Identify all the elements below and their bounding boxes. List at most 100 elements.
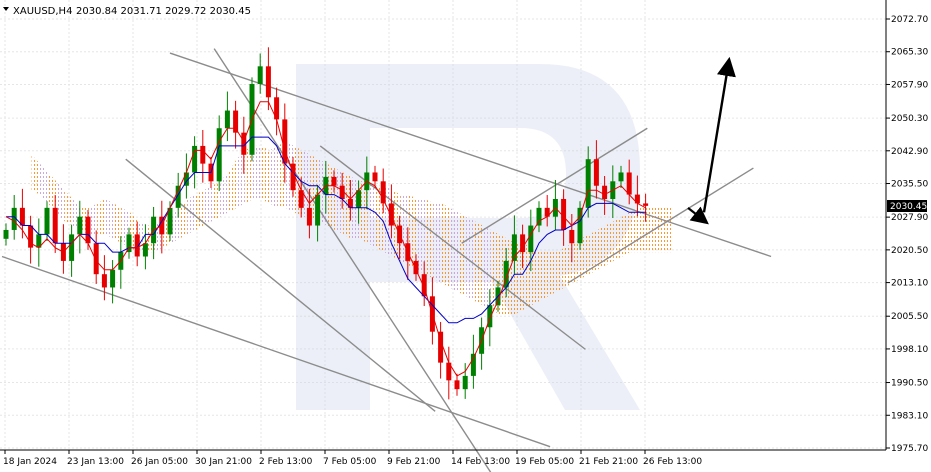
- x-tick-label: 14 Feb 13:00: [451, 457, 510, 467]
- candle-body: [626, 172, 632, 195]
- y-tick-label: 1990.50: [891, 379, 928, 389]
- kumo-segment: [408, 194, 417, 270]
- candle-body: [528, 225, 534, 253]
- kumo-segment: [318, 159, 327, 226]
- y-tick-label: 2050.30: [891, 114, 928, 124]
- candle-body: [290, 163, 296, 191]
- candle-body: [134, 234, 140, 257]
- y-tick-label: 2065.30: [891, 48, 928, 58]
- candle-body: [388, 203, 394, 226]
- candle-body: [339, 185, 345, 200]
- candle-body: [520, 234, 526, 253]
- kumo-segment: [564, 243, 573, 288]
- candle-body: [77, 216, 83, 235]
- candle-body: [536, 207, 542, 226]
- kumo-segment: [556, 247, 565, 292]
- kumo-segment: [482, 225, 491, 310]
- candle-body: [183, 172, 189, 186]
- y-tick-label: 2027.90: [891, 213, 928, 223]
- kumo-segment: [392, 190, 401, 261]
- candle-body: [52, 207, 58, 244]
- candle-body: [643, 203, 649, 206]
- candle-body: [511, 234, 517, 261]
- x-tick-label: 2 Feb 13:00: [259, 457, 313, 467]
- kumo-segment: [261, 145, 270, 204]
- time-axis: 18 Jan 2024 23 Jan 13:00 26 Jan 05:00 30 Ja…: [3, 450, 702, 467]
- trendline: [1, 255, 551, 448]
- candle-body: [200, 145, 206, 164]
- candle-body: [470, 353, 476, 376]
- symbol-label: XAUUSD,H4: [13, 6, 72, 17]
- candle-body: [593, 159, 599, 186]
- kumo-segment: [97, 199, 106, 235]
- candle-body: [142, 243, 148, 257]
- candle-body: [413, 260, 419, 275]
- x-tick-label: 7 Feb 05:00: [323, 457, 377, 467]
- price-tag: 2030.45: [887, 200, 927, 212]
- kumo-segment: [531, 247, 540, 306]
- dropdown-arrow-icon[interactable]: [3, 7, 9, 11]
- kumo-segment: [253, 145, 262, 200]
- kumo-segment: [228, 159, 237, 213]
- x-tick-label: 30 Jan 21:00: [195, 457, 252, 467]
- candle-body: [167, 207, 173, 235]
- candle-body: [233, 110, 239, 133]
- kumo-segment: [474, 221, 483, 306]
- kumo-segment: [56, 181, 65, 222]
- kumo-segment: [236, 150, 245, 208]
- x-tick-label: 9 Feb 21:00: [387, 457, 441, 467]
- y-tick-label: 2005.50: [891, 312, 928, 322]
- y-tick-label: 2042.90: [891, 147, 928, 157]
- candle-body: [241, 132, 247, 155]
- kumo-segment: [425, 199, 434, 279]
- indicator-lines: [5, 101, 646, 377]
- candle-body: [380, 181, 386, 204]
- x-tick-label: 21 Feb 21:00: [579, 457, 638, 467]
- candle-body: [36, 234, 42, 248]
- candle-body: [347, 199, 353, 208]
- kumo-segment: [638, 207, 647, 253]
- chart-header: XAUUSD,H4 2030.84 2031.71 2029.72 2030.4…: [3, 6, 251, 17]
- trendline: [567, 167, 754, 284]
- kumo-segment: [613, 216, 622, 261]
- candle-body: [454, 380, 460, 390]
- kumo-segment: [605, 221, 614, 266]
- kumo-segment: [417, 199, 426, 275]
- candle-body: [69, 234, 75, 261]
- y-tick-label: 2035.50: [891, 180, 928, 190]
- y-tick-label: 1975.70: [891, 444, 928, 454]
- kumo-segment: [572, 238, 581, 284]
- y-tick-label: 2013.10: [891, 279, 928, 289]
- candle-body: [175, 185, 181, 208]
- trendline: [213, 48, 492, 472]
- kumo-segment: [195, 190, 204, 230]
- x-tick-label: 18 Jan 2024: [3, 457, 57, 467]
- kumo-segment: [499, 234, 508, 314]
- candle-body: [331, 176, 337, 186]
- kumo-segment: [179, 199, 188, 239]
- candle-body: [438, 331, 444, 363]
- kumo-segment: [515, 243, 524, 314]
- candle-body: [265, 66, 271, 98]
- kumo-segment: [335, 168, 344, 235]
- y-tick-label: 2020.50: [891, 246, 928, 256]
- kumo-segment: [589, 229, 598, 275]
- candle-body: [28, 225, 34, 248]
- candle-body: [93, 243, 99, 275]
- candle-body: [446, 362, 452, 381]
- kumo-segment: [540, 252, 549, 301]
- kumo-segment: [89, 203, 98, 235]
- kumo-segment: [48, 172, 57, 213]
- candle-body: [19, 207, 25, 226]
- candle-body: [110, 269, 116, 288]
- candle-body: [356, 190, 362, 208]
- candle-body: [192, 145, 198, 173]
- candle-body: [634, 194, 640, 204]
- trendline: [461, 127, 648, 244]
- kumo-segment: [31, 154, 40, 195]
- candle-body: [274, 97, 280, 120]
- kumo-segment: [220, 172, 229, 217]
- kumo-segment: [171, 207, 180, 244]
- candle-body: [421, 274, 427, 297]
